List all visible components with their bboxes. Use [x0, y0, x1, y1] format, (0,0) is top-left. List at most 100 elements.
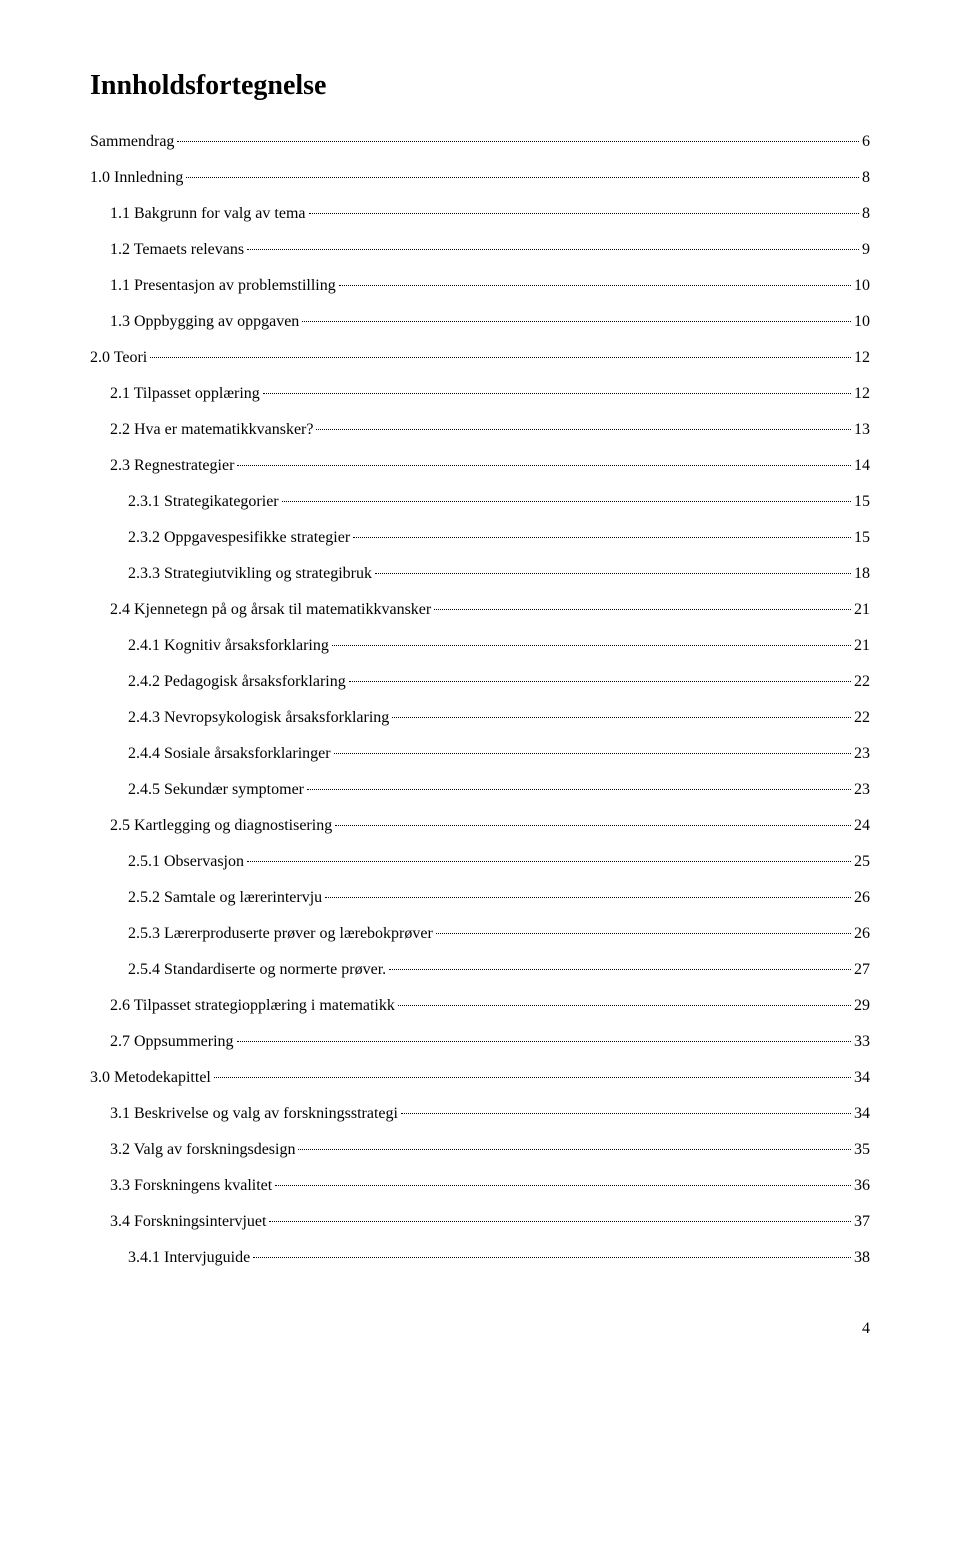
toc-entry-page: 25 [854, 850, 870, 874]
toc-leader [309, 213, 860, 214]
toc-entry: 3.3 Forskningens kvalitet 36 [90, 1174, 870, 1198]
toc-leader [375, 573, 851, 574]
toc-entry: 3.1 Beskrivelse og valg av forskningsstr… [90, 1102, 870, 1126]
toc-entry-page: 34 [854, 1102, 870, 1126]
toc-entry: 2.2 Hva er matematikkvansker?13 [90, 418, 870, 442]
toc-leader [263, 393, 851, 394]
toc-leader [316, 429, 851, 430]
toc-leader [247, 249, 859, 250]
toc-entry-label: 1.0 Innledning [90, 166, 183, 190]
toc-entry-page: 27 [854, 958, 870, 982]
toc-entry-page: 34 [854, 1066, 870, 1090]
toc-leader [275, 1185, 851, 1186]
toc-leader [434, 609, 851, 610]
toc-entry-label: 2.5.1 Observasjon [128, 850, 244, 874]
toc-entry-page: 35 [854, 1138, 870, 1162]
toc-list: Sammendrag61.0 Innledning81.1 Bakgrunn f… [90, 130, 870, 1270]
toc-entry-page: 37 [854, 1210, 870, 1234]
toc-entry: 2.5.1 Observasjon 25 [90, 850, 870, 874]
toc-leader [389, 969, 851, 970]
toc-entry: 2.5.4 Standardiserte og normerte prøver.… [90, 958, 870, 982]
toc-entry-page: 21 [854, 598, 870, 622]
toc-leader [282, 501, 851, 502]
toc-entry-page: 23 [854, 742, 870, 766]
toc-entry: 2.7 Oppsummering 33 [90, 1030, 870, 1054]
toc-leader [237, 465, 851, 466]
toc-entry: 1.1 Presentasjon av problemstilling10 [90, 274, 870, 298]
toc-entry: 2.3.3 Strategiutvikling og strategibruk1… [90, 562, 870, 586]
toc-leader [253, 1257, 851, 1258]
toc-entry-label: 2.5.3 Lærerproduserte prøver og lærebokp… [128, 922, 433, 946]
toc-entry: 2.4.4 Sosiale årsaksforklaringer23 [90, 742, 870, 766]
toc-entry: 2.4 Kjennetegn på og årsak til matematik… [90, 598, 870, 622]
footer-page-number: 4 [90, 1320, 870, 1338]
toc-entry-page: 8 [862, 202, 870, 226]
toc-entry: 2.4.3 Nevropsykologisk årsaksforklaring2… [90, 706, 870, 730]
toc-leader [214, 1077, 851, 1078]
toc-entry: 2.6 Tilpasset strategiopplæring i matema… [90, 994, 870, 1018]
toc-entry-label: 2.4.2 Pedagogisk årsaksforklaring [128, 670, 346, 694]
toc-leader [392, 717, 851, 718]
toc-leader [335, 825, 851, 826]
toc-entry-page: 12 [854, 382, 870, 406]
toc-leader [237, 1041, 851, 1042]
toc-entry-label: 2.5.2 Samtale og lærerintervju [128, 886, 322, 910]
toc-entry-label: 2.3.1 Strategikategorier [128, 490, 279, 514]
toc-entry: 3.2 Valg av forskningsdesign35 [90, 1138, 870, 1162]
toc-entry-label: 2.5.4 Standardiserte og normerte prøver. [128, 958, 386, 982]
toc-entry-label: 2.7 Oppsummering [110, 1030, 234, 1054]
toc-leader [332, 645, 851, 646]
toc-leader [307, 789, 851, 790]
toc-entry-page: 14 [854, 454, 870, 478]
toc-entry: 2.4.1 Kognitiv årsaksforklaring 21 [90, 634, 870, 658]
toc-entry: 2.0 Teori 12 [90, 346, 870, 370]
toc-leader [298, 1149, 851, 1150]
toc-entry-label: 2.4.5 Sekundær symptomer [128, 778, 304, 802]
toc-entry-page: 9 [862, 238, 870, 262]
toc-entry-page: 23 [854, 778, 870, 802]
toc-entry-page: 15 [854, 490, 870, 514]
toc-leader [150, 357, 851, 358]
page-title: Innholdsfortegnelse [90, 70, 870, 102]
toc-entry-page: 21 [854, 634, 870, 658]
toc-leader [177, 141, 859, 142]
toc-entry-page: 38 [854, 1246, 870, 1270]
toc-entry-page: 22 [854, 670, 870, 694]
toc-entry-page: 26 [854, 886, 870, 910]
toc-leader [269, 1221, 851, 1222]
toc-leader [247, 861, 851, 862]
toc-leader [302, 321, 851, 322]
toc-entry-label: 2.6 Tilpasset strategiopplæring i matema… [110, 994, 395, 1018]
toc-entry-label: 2.0 Teori [90, 346, 147, 370]
toc-entry-label: 3.1 Beskrivelse og valg av forskningsstr… [110, 1102, 398, 1126]
toc-entry: 2.3 Regnestrategier14 [90, 454, 870, 478]
toc-entry: 3.0 Metodekapittel 34 [90, 1066, 870, 1090]
toc-entry: 2.3.2 Oppgavespesifikke strategier15 [90, 526, 870, 550]
toc-entry-page: 36 [854, 1174, 870, 1198]
toc-entry-label: 2.4 Kjennetegn på og årsak til matematik… [110, 598, 431, 622]
toc-entry-label: 3.3 Forskningens kvalitet [110, 1174, 272, 1198]
toc-entry-label: 2.4.1 Kognitiv årsaksforklaring [128, 634, 329, 658]
toc-entry-label: 1.2 Temaets relevans [110, 238, 244, 262]
toc-entry-page: 12 [854, 346, 870, 370]
toc-entry: 3.4 Forskningsintervjuet37 [90, 1210, 870, 1234]
toc-entry: 2.4.2 Pedagogisk årsaksforklaring 22 [90, 670, 870, 694]
toc-leader [401, 1113, 851, 1114]
toc-leader [334, 753, 851, 754]
toc-leader [353, 537, 851, 538]
toc-leader [339, 285, 851, 286]
toc-entry-label: 3.0 Metodekapittel [90, 1066, 211, 1090]
toc-entry-label: 2.1 Tilpasset opplæring [110, 382, 260, 406]
toc-entry-label: 1.3 Oppbygging av oppgaven [110, 310, 299, 334]
toc-entry-label: 3.4.1 Intervjuguide [128, 1246, 250, 1270]
toc-entry-page: 33 [854, 1030, 870, 1054]
toc-entry-page: 26 [854, 922, 870, 946]
toc-entry-label: 2.4.3 Nevropsykologisk årsaksforklaring [128, 706, 389, 730]
toc-entry: 2.5.3 Lærerproduserte prøver og lærebokp… [90, 922, 870, 946]
toc-entry: 2.1 Tilpasset opplæring 12 [90, 382, 870, 406]
toc-entry-page: 29 [854, 994, 870, 1018]
toc-entry: 3.4.1 Intervjuguide 38 [90, 1246, 870, 1270]
toc-entry-label: 2.3.2 Oppgavespesifikke strategier [128, 526, 350, 550]
toc-entry: 2.3.1 Strategikategorier 15 [90, 490, 870, 514]
toc-entry-label: 2.3.3 Strategiutvikling og strategibruk [128, 562, 372, 586]
